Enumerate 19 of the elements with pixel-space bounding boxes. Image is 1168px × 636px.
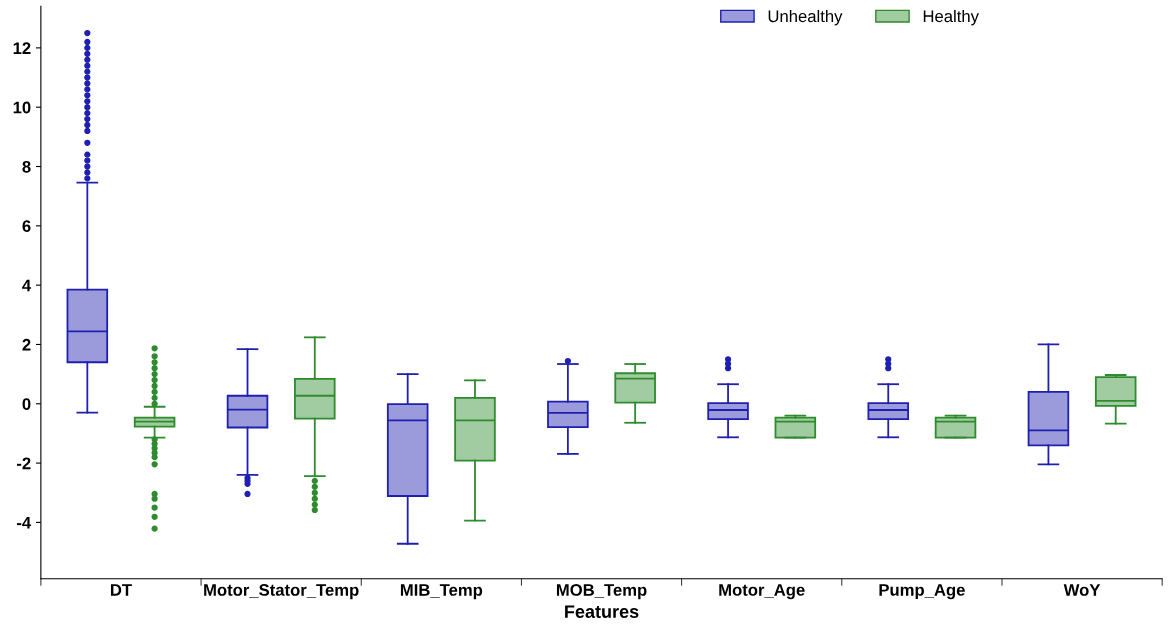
x-tick-label: Motor_Stator_Temp [204, 584, 359, 600]
y-tick-label: 0 [22, 398, 31, 410]
y-tick-label: 4 [22, 279, 32, 292]
y-tick-label: -4 [16, 516, 32, 529]
x-tick-label: DT [110, 584, 132, 596]
x-tick-label: MIB_Temp [400, 584, 483, 600]
y-tick-label: -2 [16, 457, 31, 470]
legend-label: Healthy [923, 9, 979, 26]
x-tick-label: WoY [1063, 584, 1101, 596]
y-tick-label: 6 [22, 220, 31, 233]
y-tick-label: 2 [22, 338, 31, 351]
x-tick-label: Pump_Age [879, 584, 965, 600]
x-tick-label: Motor_Age [719, 584, 805, 600]
y-tick-label: 12 [13, 42, 31, 54]
legend-label: Unhealthy [768, 9, 843, 26]
y-tick-label: 10 [13, 101, 31, 114]
x-axis-title: Features [565, 605, 639, 618]
x-tick-label: MOB_Temp [556, 584, 647, 600]
y-tick-label: 8 [22, 160, 31, 173]
